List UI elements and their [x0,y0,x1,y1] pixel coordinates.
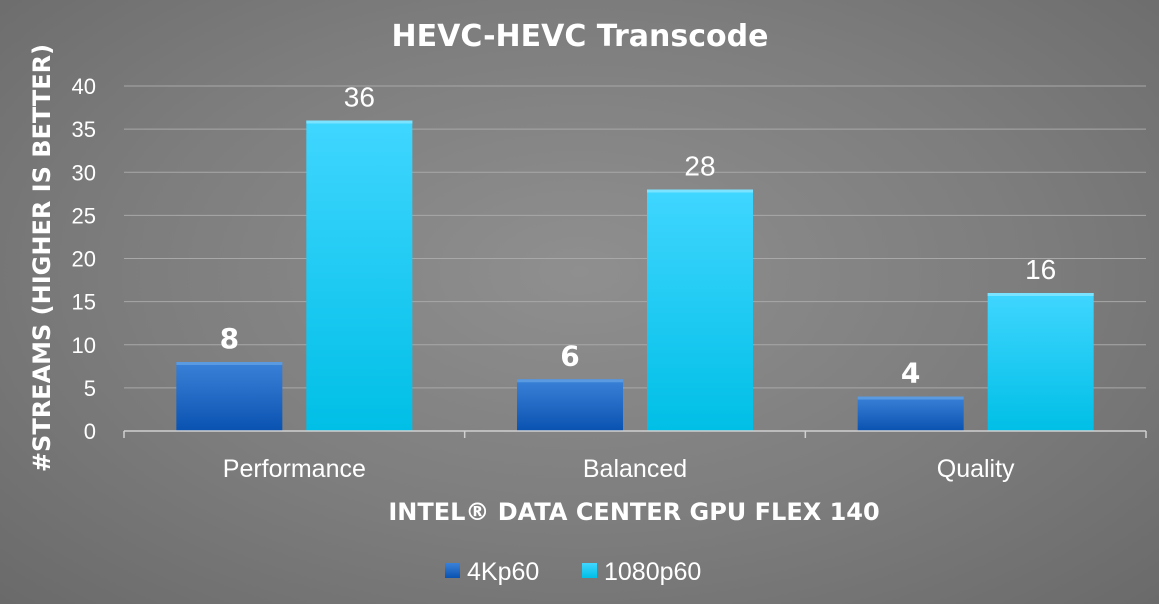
bar-4kp60-performance [176,362,283,431]
bar-top-highlight [857,396,964,400]
bar-4kp60-balanced [517,379,623,431]
x-axis: Performance Balanced Quality [123,430,1147,483]
data-label: 28 [684,151,715,182]
bar-1080p60-quality [987,293,1094,431]
x-tick-label: Quality [937,455,1015,483]
bar-4kp60-quality [857,396,964,431]
legend: 4Kp60 1080p60 [445,558,701,586]
bar-top-highlight [176,362,283,365]
gridlines [124,85,1146,389]
y-tick-label: 40 [72,74,96,99]
data-label: 16 [1025,254,1056,285]
data-label: 36 [344,82,375,113]
legend-swatch-4kp60 [445,563,460,578]
bars: 8 36 6 28 4 16 [176,82,1094,431]
y-tick-label: 5 [84,376,96,401]
bar-top-highlight [647,189,753,193]
bar-top-highlight [517,379,623,383]
bar-1080p60-performance [306,120,413,431]
bar-1080p60-balanced [647,189,753,431]
y-axis-label: #STREAMS (HIGHER IS BETTER) [28,44,56,472]
y-tick-label: 35 [72,117,96,142]
chart-title: HEVC-HEVC Transcode [392,19,769,54]
data-label: 4 [901,357,920,390]
legend-label: 1080p60 [604,558,701,586]
y-tick-label: 10 [72,333,96,358]
data-label: 8 [220,322,239,355]
x-axis-label: INTEL® DATA CENTER GPU FLEX 140 [388,498,879,526]
legend-swatch-1080p60 [582,563,597,578]
x-tick-label: Balanced [583,455,687,483]
y-tick-label: 15 [72,290,96,315]
y-tick-label: 20 [72,247,96,272]
x-tick-label: Performance [223,455,366,483]
data-label: 6 [560,339,579,372]
y-tick-label: 0 [84,419,96,444]
y-axis-ticks: 0 5 10 15 20 25 30 35 40 [72,74,96,444]
y-tick-label: 30 [72,160,96,185]
legend-label: 4Kp60 [467,558,539,586]
bar-top-highlight [987,293,1094,296]
bar-top-highlight [306,120,413,124]
y-tick-label: 25 [72,203,96,228]
